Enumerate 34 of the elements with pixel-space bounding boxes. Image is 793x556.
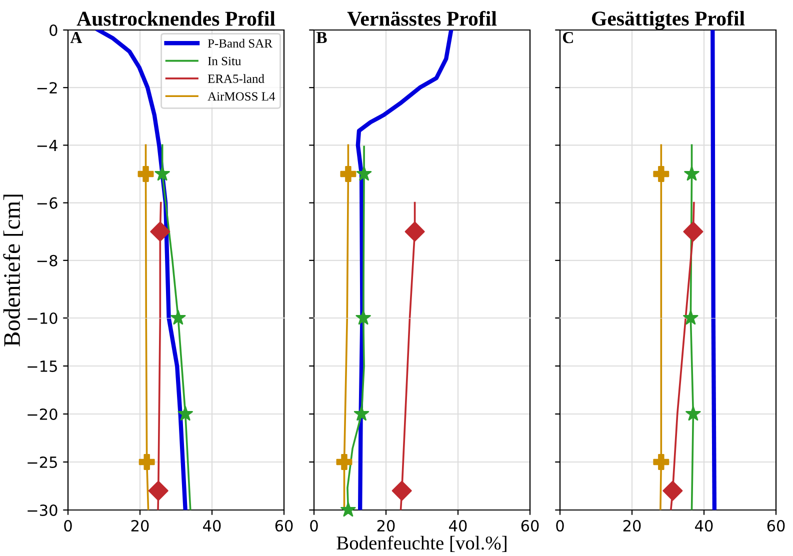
y-tick-label: −6 <box>37 197 58 209</box>
legend-label: P-Band SAR <box>208 38 272 48</box>
x-tick-label: 40 <box>695 520 713 532</box>
y-tick-label: −4 <box>37 140 58 152</box>
chart-title: Austrocknendes Profil <box>76 10 276 26</box>
y-tick-label: −8 <box>37 254 58 266</box>
y-tick-label: −20 <box>28 408 58 420</box>
x-tick-label: 0 <box>556 520 564 532</box>
x-tick-label: 40 <box>449 520 467 532</box>
y-tick-label: 0 <box>50 24 58 36</box>
y-tick-label: −25 <box>28 456 57 468</box>
x-axis-title: Bodenfeuchte [vol.%] <box>336 536 506 552</box>
y-tick-label: −10 <box>28 312 58 324</box>
chart-title: Vernässtes Profil <box>347 10 497 26</box>
x-tick-label: 20 <box>623 520 641 532</box>
annotation: B <box>316 32 327 44</box>
x-tick-label: 60 <box>767 520 785 532</box>
x-tick-label: 0 <box>64 520 72 532</box>
legend-label: AirMOSS L4 <box>208 92 276 101</box>
x-tick-label: 40 <box>203 520 221 532</box>
x-tick-label: 0 <box>310 520 318 532</box>
y-tick-label: −2 <box>37 82 57 94</box>
annotation: C <box>562 32 573 44</box>
y-axis-title: Bodentiefe [cm] <box>3 194 23 346</box>
x-tick-label: 60 <box>521 520 539 532</box>
x-tick-label: 60 <box>275 520 293 532</box>
chart-title: Gesättigtes Profil <box>592 10 745 30</box>
annotation: A <box>70 32 82 44</box>
legend-label: In Situ <box>208 56 242 66</box>
y-tick-label: −15 <box>28 360 57 372</box>
x-tick-label: 20 <box>131 520 149 532</box>
legend-label: ERA5-land <box>208 74 264 83</box>
x-tick-label: 20 <box>377 520 395 532</box>
y-tick-label: −30 <box>28 504 58 516</box>
